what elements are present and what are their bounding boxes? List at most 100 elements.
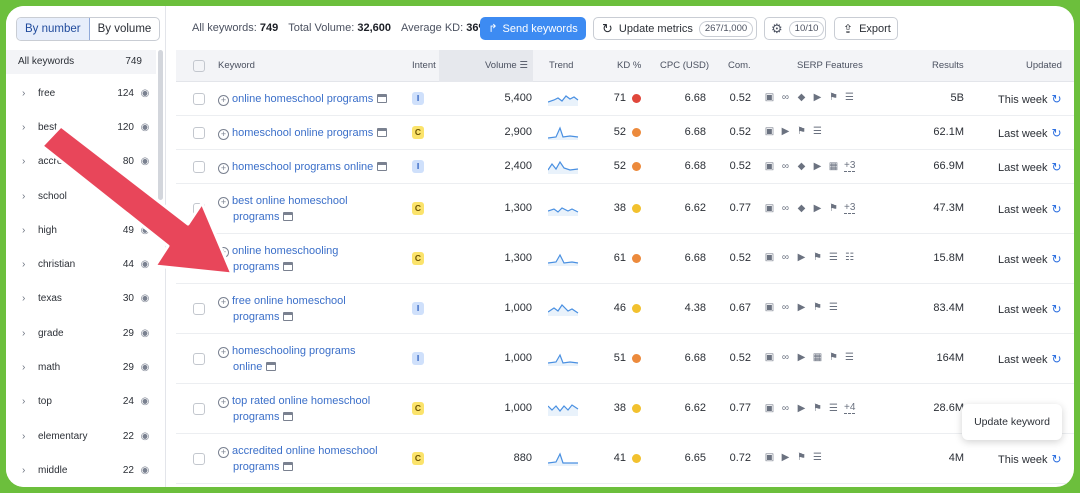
- add-keyword-icon[interactable]: +: [218, 95, 229, 106]
- col-intent[interactable]: Intent: [412, 60, 436, 71]
- table-row[interactable]: + best online homeschool programs C 1,300 38 6…: [176, 184, 1074, 234]
- row-checkbox[interactable]: [193, 353, 205, 365]
- refresh-icon[interactable]: ↻: [1051, 202, 1062, 216]
- keyword-link[interactable]: + accredited online homeschool programs: [218, 443, 378, 475]
- volume-sorted-highlight: [439, 50, 533, 82]
- keyword-link[interactable]: + top rated online homeschool programs: [218, 393, 370, 425]
- serp-page-icon[interactable]: [283, 262, 294, 271]
- keyword-link[interactable]: + homeschool online programs: [218, 125, 388, 141]
- table-row[interactable]: + free online homeschool programs I 1,000 46 4…: [176, 284, 1074, 334]
- by-number-toggle[interactable]: By number: [17, 18, 90, 40]
- eye-icon[interactable]: ◉: [140, 430, 150, 442]
- sidebar-item-best[interactable]: › best 120 ◉: [6, 110, 156, 144]
- row-checkbox[interactable]: [193, 127, 205, 139]
- col-com[interactable]: Com.: [728, 60, 751, 71]
- serp-more-count[interactable]: +4: [844, 402, 856, 414]
- row-checkbox[interactable]: [193, 161, 205, 173]
- refresh-icon[interactable]: ↻: [1051, 302, 1062, 316]
- sidebar-item-grade[interactable]: › grade 29 ◉: [6, 316, 156, 350]
- serp-more-count[interactable]: +3: [844, 202, 856, 214]
- table-row[interactable]: + homeschool programs online I 2,400 52 6.68 0…: [176, 150, 1074, 184]
- col-keyword[interactable]: Keyword: [218, 60, 255, 71]
- table-row[interactable]: + online homeschool programs I 5,400 71 6.68 0…: [176, 82, 1074, 116]
- sidebar-item-math[interactable]: › math 29 ◉: [6, 350, 156, 384]
- serp-link-icon: ∞: [781, 302, 790, 313]
- sidebar-item-free[interactable]: › free 124 ◉: [6, 76, 156, 110]
- keyword-link[interactable]: + homeschool programs online: [218, 159, 388, 175]
- settings-button[interactable]: ⚙ 10/10: [764, 17, 826, 40]
- serp-page-icon[interactable]: [283, 312, 294, 321]
- col-volume[interactable]: Volume ☰: [485, 60, 528, 71]
- add-keyword-icon[interactable]: +: [218, 297, 229, 308]
- eye-icon[interactable]: ◉: [140, 87, 150, 99]
- serp-page-icon[interactable]: [377, 128, 388, 137]
- export-button[interactable]: ⇪ Export: [834, 17, 898, 40]
- keyword-link[interactable]: + free online homeschool programs: [218, 293, 346, 325]
- volume-value: 2,900: [504, 126, 532, 138]
- serp-page-icon[interactable]: [266, 362, 277, 371]
- eye-icon[interactable]: ◉: [140, 362, 150, 374]
- serp-page-icon[interactable]: [283, 462, 294, 471]
- refresh-icon[interactable]: ↻: [1051, 160, 1062, 174]
- serp-page-icon[interactable]: [377, 162, 388, 171]
- refresh-icon[interactable]: ↻: [1051, 352, 1062, 366]
- serp-play-icon: ▶: [813, 160, 822, 172]
- select-all-checkbox[interactable]: [193, 60, 205, 72]
- eye-icon[interactable]: ◉: [140, 156, 150, 168]
- add-keyword-icon[interactable]: +: [218, 347, 229, 358]
- table-row[interactable]: + accredited online homeschool programs C 88…: [176, 434, 1074, 484]
- keyword-link[interactable]: + homeschooling programs online: [218, 343, 356, 375]
- eye-icon[interactable]: ◉: [140, 396, 150, 408]
- eye-icon[interactable]: ◉: [140, 224, 150, 236]
- keyword-link[interactable]: + online homeschool programs: [218, 91, 388, 107]
- add-keyword-icon[interactable]: +: [218, 163, 229, 174]
- chevron-right-icon: ›: [22, 396, 26, 408]
- eye-icon[interactable]: ◉: [140, 464, 150, 476]
- by-volume-toggle[interactable]: By volume: [97, 23, 152, 35]
- row-checkbox[interactable]: [193, 403, 205, 415]
- col-kd[interactable]: KD %: [617, 60, 642, 71]
- sidebar-item-christian[interactable]: › christian 44 ◉: [6, 247, 156, 281]
- row-checkbox[interactable]: [193, 453, 205, 465]
- serp-page-icon[interactable]: [377, 94, 388, 103]
- sidebar-item-top[interactable]: › top 24 ◉: [6, 385, 156, 419]
- refresh-icon[interactable]: ↻: [1051, 126, 1062, 140]
- serp-more-count[interactable]: +3: [844, 160, 856, 172]
- table-row[interactable]: + top rated online homeschool programs C 1,0…: [176, 384, 1074, 434]
- col-trend[interactable]: Trend: [549, 60, 574, 71]
- refresh-icon[interactable]: ↻: [1051, 452, 1062, 466]
- serp-page-icon[interactable]: [283, 412, 294, 421]
- volume-value: 880: [513, 452, 532, 464]
- eye-icon[interactable]: ◉: [140, 293, 150, 305]
- add-keyword-icon[interactable]: +: [218, 129, 229, 140]
- sidebar-scrollbar[interactable]: [158, 50, 163, 200]
- col-results[interactable]: Results: [932, 60, 964, 71]
- col-serp[interactable]: SERP Features: [797, 60, 863, 71]
- serp-page-icon[interactable]: [283, 212, 294, 221]
- refresh-icon[interactable]: ↻: [1051, 252, 1062, 266]
- table-row[interactable]: + homeschool online programs C 2,900 52 6.68 0…: [176, 116, 1074, 150]
- serp-square-icon: ▣: [764, 92, 775, 103]
- all-keywords-group[interactable]: All keywords 749: [6, 50, 156, 74]
- add-keyword-icon[interactable]: +: [218, 197, 229, 208]
- eye-icon[interactable]: ◉: [140, 259, 150, 271]
- keyword-link[interactable]: + best online homeschool programs: [218, 193, 348, 225]
- sidebar-item-high[interactable]: › high 49 ◉: [6, 213, 156, 247]
- eye-icon[interactable]: ◉: [140, 327, 150, 339]
- add-keyword-icon[interactable]: +: [218, 447, 229, 458]
- row-checkbox[interactable]: [193, 303, 205, 315]
- refresh-icon[interactable]: ↻: [1051, 92, 1062, 106]
- col-updated[interactable]: Updated: [1026, 60, 1062, 71]
- send-keywords-button[interactable]: ↱ Send keywords: [480, 17, 586, 40]
- sidebar-item-middle[interactable]: › middle 22 ◉: [6, 453, 156, 487]
- sidebar-item-elementary[interactable]: › elementary 22 ◉: [6, 419, 156, 453]
- add-keyword-icon[interactable]: +: [218, 397, 229, 408]
- eye-icon[interactable]: ◉: [140, 121, 150, 133]
- row-checkbox[interactable]: [193, 93, 205, 105]
- table-row[interactable]: + homeschooling programs online I 1,000 51 6.6…: [176, 334, 1074, 384]
- sidebar-item-texas[interactable]: › texas 30 ◉: [6, 282, 156, 316]
- update-metrics-button[interactable]: ↻ Update metrics 267/1,000: [593, 17, 757, 40]
- col-cpc[interactable]: CPC (USD): [660, 60, 710, 71]
